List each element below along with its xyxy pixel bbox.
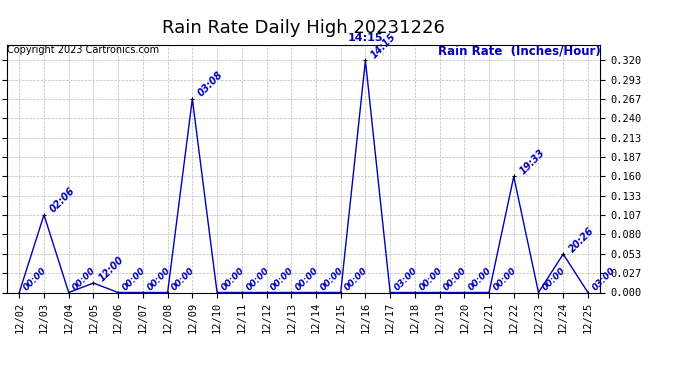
Text: 03:08: 03:08 (196, 70, 225, 99)
Text: 00:00: 00:00 (491, 266, 518, 292)
Text: 00:00: 00:00 (318, 266, 345, 292)
Text: 00:00: 00:00 (417, 266, 444, 292)
Text: 00:00: 00:00 (466, 266, 493, 292)
Text: Rain Rate  (Inches/Hour): Rain Rate (Inches/Hour) (437, 45, 600, 58)
Text: 00:00: 00:00 (269, 266, 295, 292)
Text: 14:15: 14:15 (369, 32, 398, 60)
Text: 20:26: 20:26 (567, 225, 596, 254)
Text: 19:33: 19:33 (518, 148, 546, 177)
Text: 03:00: 03:00 (591, 266, 617, 292)
Text: 00:00: 00:00 (541, 266, 568, 292)
Text: 00:00: 00:00 (219, 266, 246, 292)
Text: 12:00: 12:00 (97, 254, 126, 283)
Text: 00:00: 00:00 (343, 266, 370, 292)
Text: 00:00: 00:00 (294, 266, 320, 292)
Text: 00:00: 00:00 (244, 266, 271, 292)
Text: 00:00: 00:00 (121, 266, 147, 292)
Text: 00:00: 00:00 (22, 266, 48, 292)
Text: 00:00: 00:00 (71, 266, 98, 292)
Text: 00:00: 00:00 (170, 266, 197, 292)
Text: 00:00: 00:00 (146, 266, 172, 292)
Text: 14:15: 14:15 (348, 33, 383, 42)
Text: Rain Rate Daily High 20231226: Rain Rate Daily High 20231226 (162, 19, 445, 37)
Text: 03:00: 03:00 (393, 266, 420, 292)
Text: Copyright 2023 Cartronics.com: Copyright 2023 Cartronics.com (7, 45, 159, 55)
Text: 02:06: 02:06 (48, 186, 77, 215)
Text: 00:00: 00:00 (442, 266, 469, 292)
